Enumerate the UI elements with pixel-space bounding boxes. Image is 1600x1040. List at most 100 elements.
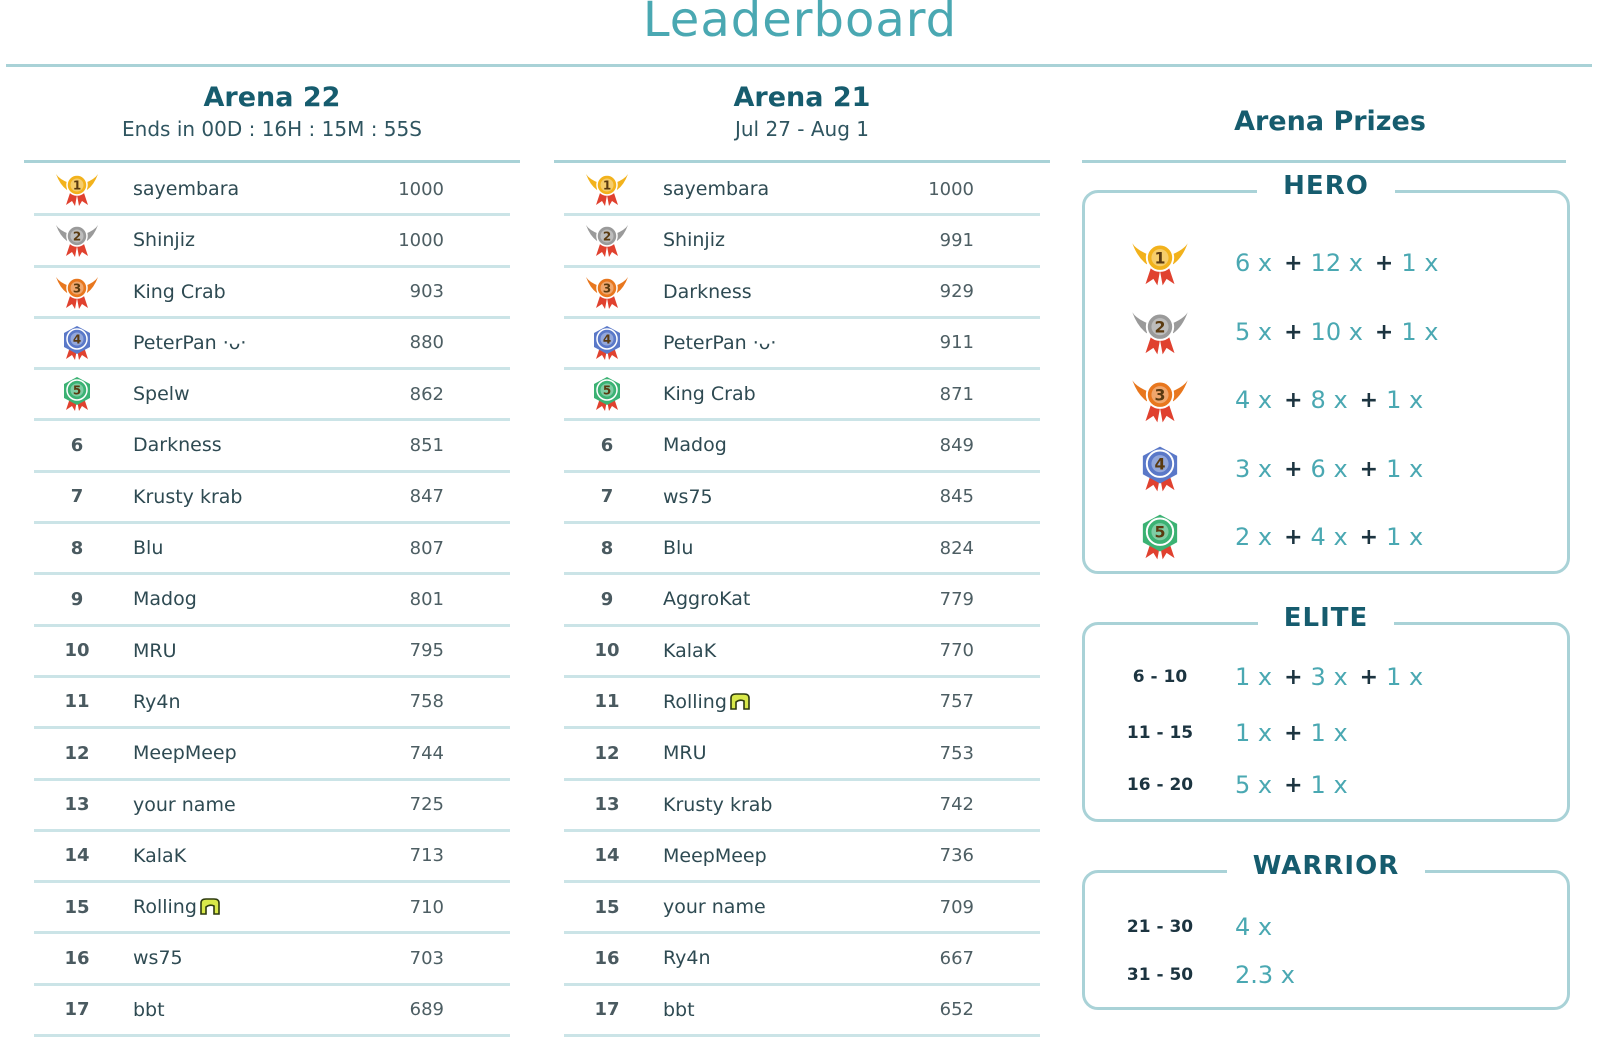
player-name-text: MeepMeep	[133, 742, 237, 765]
player-name: Darkness	[663, 268, 752, 316]
svg-text:1: 1	[603, 179, 611, 193]
prize-rank: 16 - 20	[1126, 775, 1194, 795]
rank-cell: 7	[600, 486, 614, 508]
rank-cell: 9	[70, 588, 84, 610]
prize-rank: 1	[1085, 239, 1235, 287]
player-name: Darkness	[133, 421, 222, 469]
prize-tier-title: ELITE	[1085, 603, 1567, 633]
plus-sign: +	[1284, 664, 1303, 690]
player-name-text: Krusty krab	[133, 485, 243, 508]
player-name-text: Blu	[133, 537, 164, 560]
svg-text:1: 1	[1155, 249, 1166, 268]
plus-sign: +	[1359, 456, 1379, 482]
player-score: 903	[409, 281, 444, 303]
table-row: 9 Madog 801	[34, 575, 510, 627]
player-name-text: bbt	[133, 998, 165, 1021]
rank-cell: 13	[64, 794, 90, 816]
player-name: bbt	[663, 986, 695, 1034]
player-name: MRU	[663, 729, 707, 777]
player-name-text: Rolling	[133, 896, 197, 919]
player-score: 1000	[398, 229, 444, 251]
player-name-text: Shinjiz	[133, 229, 195, 252]
prize-count: 1 x	[1401, 249, 1439, 277]
player-name: your name	[663, 883, 766, 931]
svg-text:2: 2	[603, 230, 611, 244]
svg-text:3: 3	[73, 281, 81, 295]
player-name: Spelw	[133, 370, 190, 418]
rank-cell: 11	[64, 691, 90, 713]
prize-row: 21 - 30 4 x	[1085, 905, 1567, 949]
player-name-text: Darkness	[133, 434, 222, 457]
table-row: 9 AggroKat 779	[564, 575, 1040, 627]
player-name-text: MeepMeep	[663, 844, 767, 867]
prize-count: 10 x	[1310, 318, 1363, 346]
prize-row: 4 3 x +6 x +1 x	[1085, 443, 1567, 495]
player-score: 713	[409, 845, 444, 867]
gold-medal-icon: 1	[1132, 243, 1188, 286]
rank-cell: 1	[584, 165, 630, 213]
table-row: 14 KalaK 713	[34, 832, 510, 884]
svg-text:1: 1	[73, 179, 81, 193]
bronze-medal-icon: 3	[1132, 380, 1188, 423]
arena-prizes-divider	[1082, 160, 1566, 163]
player-name-text: Shinjiz	[663, 229, 725, 252]
rank-cell: 2	[54, 216, 100, 264]
table-row: 3 Darkness 929	[564, 268, 1040, 319]
table-row: 7 Krusty krab 847	[34, 473, 510, 525]
table-row: 2 Shinjiz 991	[564, 216, 1040, 268]
table-row: 1 sayembara 1000	[34, 165, 510, 217]
rank-cell: 14	[594, 845, 620, 867]
player-name: Rolling	[133, 883, 221, 931]
player-name: King Crab	[663, 370, 756, 418]
table-row: 13 Krusty krab 742	[564, 781, 1040, 832]
player-score: 929	[939, 281, 974, 303]
prize-count: 6 x	[1310, 455, 1348, 483]
rank-cell: 9	[600, 588, 614, 610]
table-row: 5 King Crab 871	[564, 370, 1040, 422]
prize-row: 16 - 20 5 x +1 x	[1085, 763, 1567, 807]
svg-text:5: 5	[1155, 523, 1166, 542]
player-name-text: PeterPan ·ᴗ·	[133, 331, 247, 354]
prize-count: 5 x	[1235, 318, 1273, 346]
silver-medal-icon: 2	[1132, 312, 1188, 355]
title-divider	[6, 64, 1592, 67]
rank-cell: 5	[54, 370, 100, 418]
svg-text:3: 3	[1155, 386, 1166, 405]
prize-rank: 21 - 30	[1126, 917, 1194, 937]
player-score: 709	[939, 896, 974, 918]
prize-count: 1 x	[1401, 318, 1439, 346]
table-row: 5 Spelw 862	[34, 370, 510, 422]
svg-text:2: 2	[1155, 318, 1166, 337]
player-name-text: Spelw	[133, 383, 190, 406]
player-name-text: sayembara	[133, 178, 240, 200]
player-score: 725	[409, 794, 444, 816]
page-title: Leaderboard	[642, 0, 958, 48]
arena-previous-leaderboard: 1 sayembara 1000 2 Shinjiz 991 3 Darkness 929 4 Pe…	[554, 165, 1050, 1038]
table-row: 11 Rolling 757	[564, 678, 1040, 730]
blue-medal-icon: 4	[64, 325, 90, 360]
player-name: MRU	[133, 627, 177, 675]
player-name-text: your name	[663, 896, 766, 919]
player-score: 862	[409, 383, 444, 405]
prize-count: 3 x	[1235, 455, 1273, 483]
prize-row: 1 6 x +12 x +1 x	[1085, 237, 1567, 289]
player-name: Shinjiz	[663, 216, 725, 264]
rank-cell: 14	[64, 845, 90, 867]
player-name-text: King Crab	[663, 383, 756, 406]
table-row: 11 Ry4n 758	[34, 678, 510, 730]
player-name-text: sayembara	[663, 178, 770, 200]
table-row: 6 Darkness 851	[34, 421, 510, 473]
arena-current-title: Arena 22	[203, 82, 341, 113]
player-name: bbt	[133, 986, 165, 1034]
player-score: 1000	[928, 178, 974, 200]
prize-count: 1 x	[1235, 719, 1273, 747]
svg-text:3: 3	[603, 281, 611, 295]
player-name-text: Ry4n	[133, 690, 181, 713]
table-row: 6 Madog 849	[564, 421, 1040, 473]
player-name: Madog	[133, 575, 197, 623]
prize-items: 2.3 x	[1235, 961, 1299, 989]
plus-sign: +	[1374, 250, 1394, 276]
player-name-text: Madog	[663, 434, 727, 457]
prize-items: 5 x +10 x +1 x	[1235, 318, 1442, 346]
rank-cell: 15	[594, 896, 620, 918]
